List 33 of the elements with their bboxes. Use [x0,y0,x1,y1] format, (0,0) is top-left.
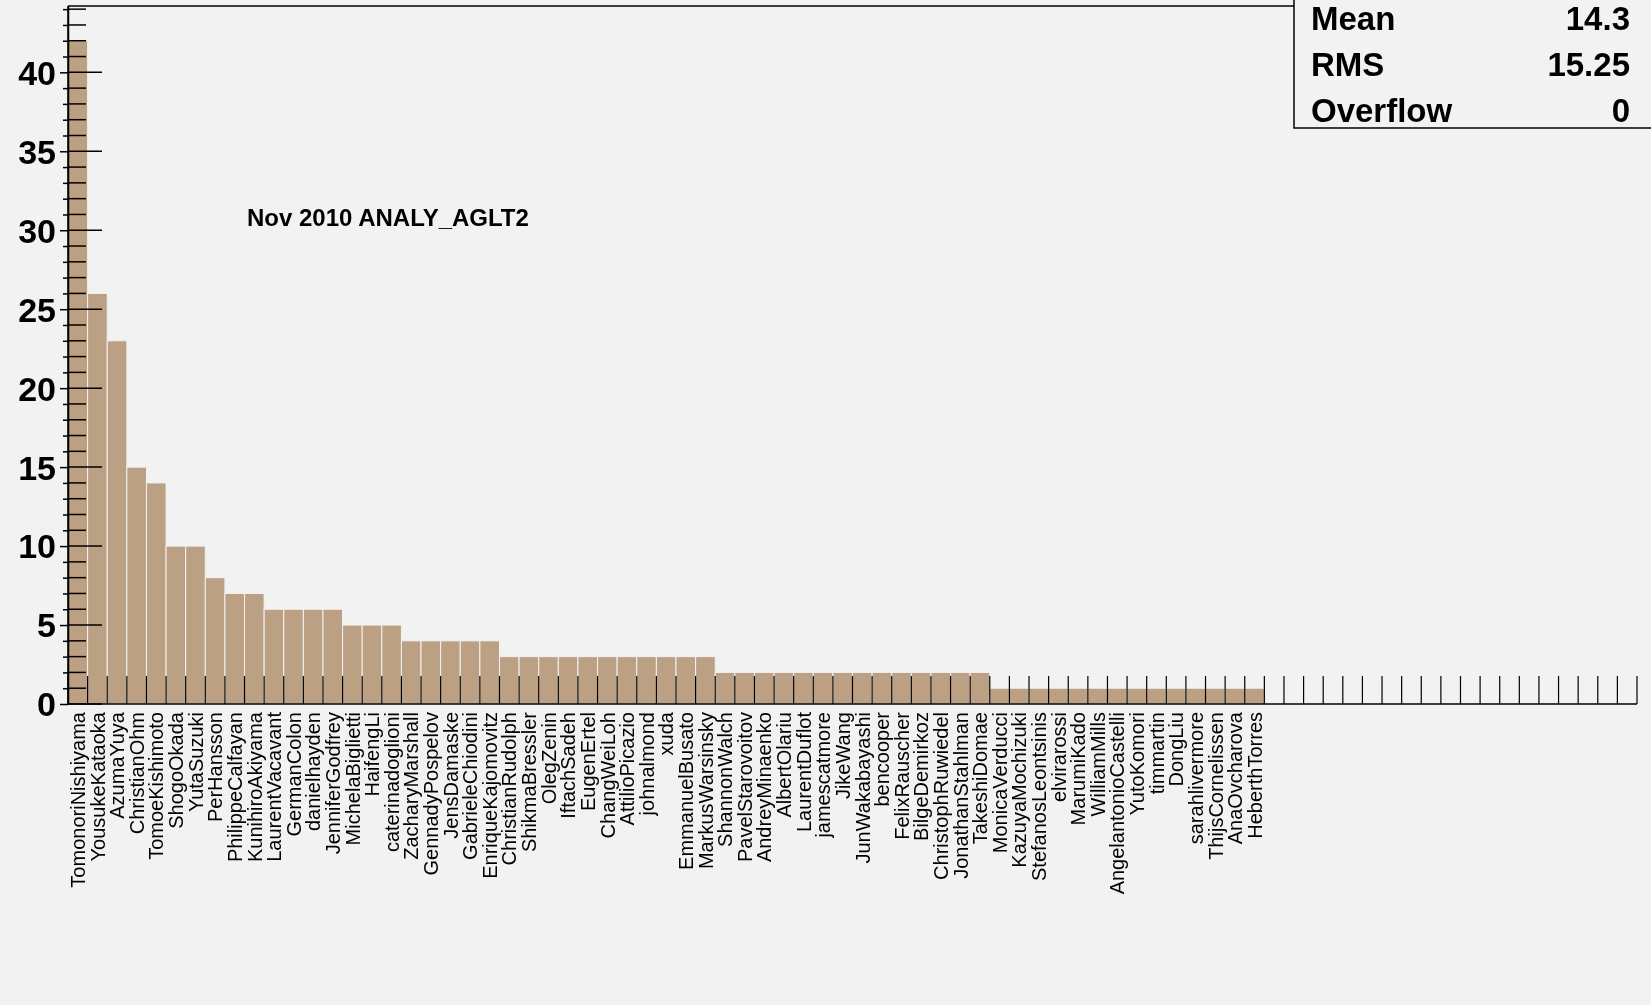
x-tick-label: BilgeDemirkoz [910,712,933,841]
x-tick-label: ThijsCornelissen [1204,712,1227,860]
y-tick-label: 25 [18,290,56,329]
x-tick-label: TomoeKishimoto [145,712,168,860]
y-tick-label: 15 [18,448,56,487]
text: RMS 15.25 [1311,46,1630,83]
x-tick-label: EugenErtel [576,712,599,811]
x-tick-label: HeberthTorres [1243,712,1266,839]
x-tick-label: AngelantonioCastelli [1106,712,1129,895]
y-tick-label: 30 [18,211,56,250]
text: Overflow 0 [1311,92,1630,129]
y-tick-label: 5 [37,606,56,645]
y-tick-label: 40 [18,53,56,92]
x-tick-label: ShogoOkada [165,711,188,829]
x-tick-label: MarkusWarsinsky [694,712,717,870]
y-tick-label: 10 [18,527,56,566]
x-tick-label: AzumaYuya [106,711,129,819]
x-tick-label: PavelStarovoitov [733,712,756,863]
x-tick-label: GermanColon [282,712,305,837]
x-tick-label: KazuyaMochizuki [1008,712,1031,868]
x-tick-label: DongLiu [1165,712,1188,787]
text: Nov 2010 ANALY_AGLT2 [247,204,529,231]
x-tick-label: AndreyMinaenko [753,712,776,863]
x-tick-label: danielhayden [302,712,325,831]
y-tick-label: 35 [18,132,56,171]
y-tick-label: 0 [37,685,56,724]
x-tick-label: johnalmond [635,712,658,817]
text: Mean 14.3 [1311,0,1630,37]
x-tick-label: TomonoriNishiyama [67,711,90,888]
x-tick-label: OlegZenin [537,712,560,805]
y-tick-label: 20 [18,369,56,408]
x-tick-label: LaurentDuflot [792,711,815,833]
x-tick-label: elvirarossi [1047,712,1070,803]
